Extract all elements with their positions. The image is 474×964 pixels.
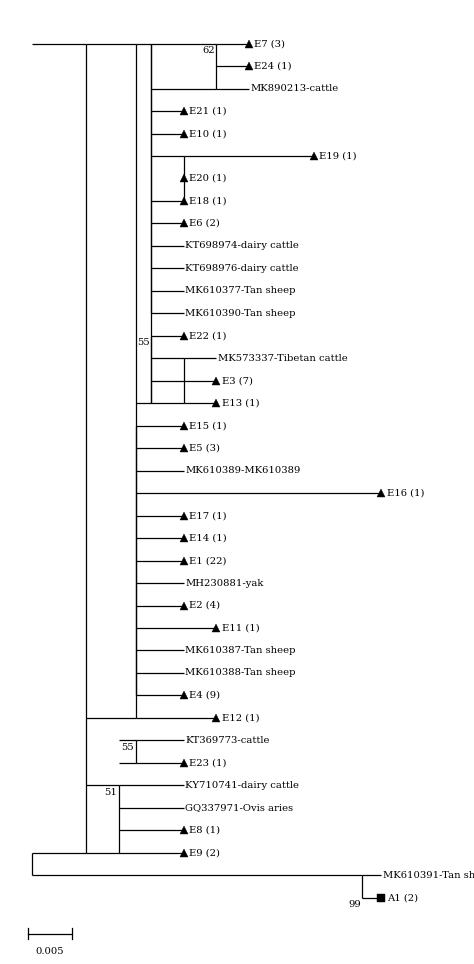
Text: E23 (1): E23 (1) (189, 759, 227, 767)
Text: E2 (4): E2 (4) (189, 601, 220, 610)
Text: E19 (1): E19 (1) (319, 151, 357, 161)
Text: E12 (1): E12 (1) (222, 713, 259, 722)
Text: GQ337971-Ovis aries: GQ337971-Ovis aries (185, 803, 293, 813)
Text: MH230881-yak: MH230881-yak (185, 578, 264, 587)
Text: 62: 62 (202, 46, 215, 55)
Text: E7 (3): E7 (3) (254, 40, 285, 48)
Text: E18 (1): E18 (1) (189, 197, 227, 205)
Text: KT698974-dairy cattle: KT698974-dairy cattle (185, 241, 299, 251)
Text: E4 (9): E4 (9) (189, 691, 220, 700)
Text: E16 (1): E16 (1) (387, 489, 424, 497)
Text: E17 (1): E17 (1) (189, 511, 227, 521)
Text: 99: 99 (348, 900, 361, 909)
Text: MK610391-Tan sheep: MK610391-Tan sheep (383, 870, 474, 880)
Text: 55: 55 (122, 742, 134, 752)
Text: MK610390-Tan sheep: MK610390-Tan sheep (185, 308, 296, 318)
Text: E11 (1): E11 (1) (222, 624, 259, 632)
Text: 0.005: 0.005 (36, 947, 64, 955)
Text: A1 (2): A1 (2) (387, 894, 418, 902)
Text: 55: 55 (137, 338, 150, 347)
Text: E14 (1): E14 (1) (189, 534, 227, 543)
Text: E1 (22): E1 (22) (189, 556, 227, 565)
Text: E15 (1): E15 (1) (189, 421, 227, 430)
Text: KT369773-cattle: KT369773-cattle (185, 736, 270, 745)
Text: MK573337-Tibetan cattle: MK573337-Tibetan cattle (218, 354, 348, 362)
Text: E22 (1): E22 (1) (189, 332, 227, 340)
Text: E10 (1): E10 (1) (189, 129, 227, 138)
Text: E21 (1): E21 (1) (189, 107, 227, 116)
Text: MK610389-MK610389: MK610389-MK610389 (185, 467, 301, 475)
Text: E5 (3): E5 (3) (189, 443, 220, 453)
Text: E8 (1): E8 (1) (189, 826, 220, 835)
Text: MK610388-Tan sheep: MK610388-Tan sheep (185, 668, 296, 678)
Text: MK890213-cattle: MK890213-cattle (250, 84, 339, 94)
Text: E20 (1): E20 (1) (189, 174, 227, 183)
Text: KT698976-dairy cattle: KT698976-dairy cattle (185, 264, 299, 273)
Text: E9 (2): E9 (2) (189, 848, 220, 857)
Text: 51: 51 (104, 788, 117, 796)
Text: E24 (1): E24 (1) (254, 62, 292, 70)
Text: MK610377-Tan sheep: MK610377-Tan sheep (185, 286, 296, 295)
Text: KY710741-dairy cattle: KY710741-dairy cattle (185, 781, 300, 790)
Text: E6 (2): E6 (2) (189, 219, 220, 228)
Text: E13 (1): E13 (1) (222, 399, 259, 408)
Text: MK610387-Tan sheep: MK610387-Tan sheep (185, 646, 296, 655)
Text: E3 (7): E3 (7) (222, 376, 253, 386)
